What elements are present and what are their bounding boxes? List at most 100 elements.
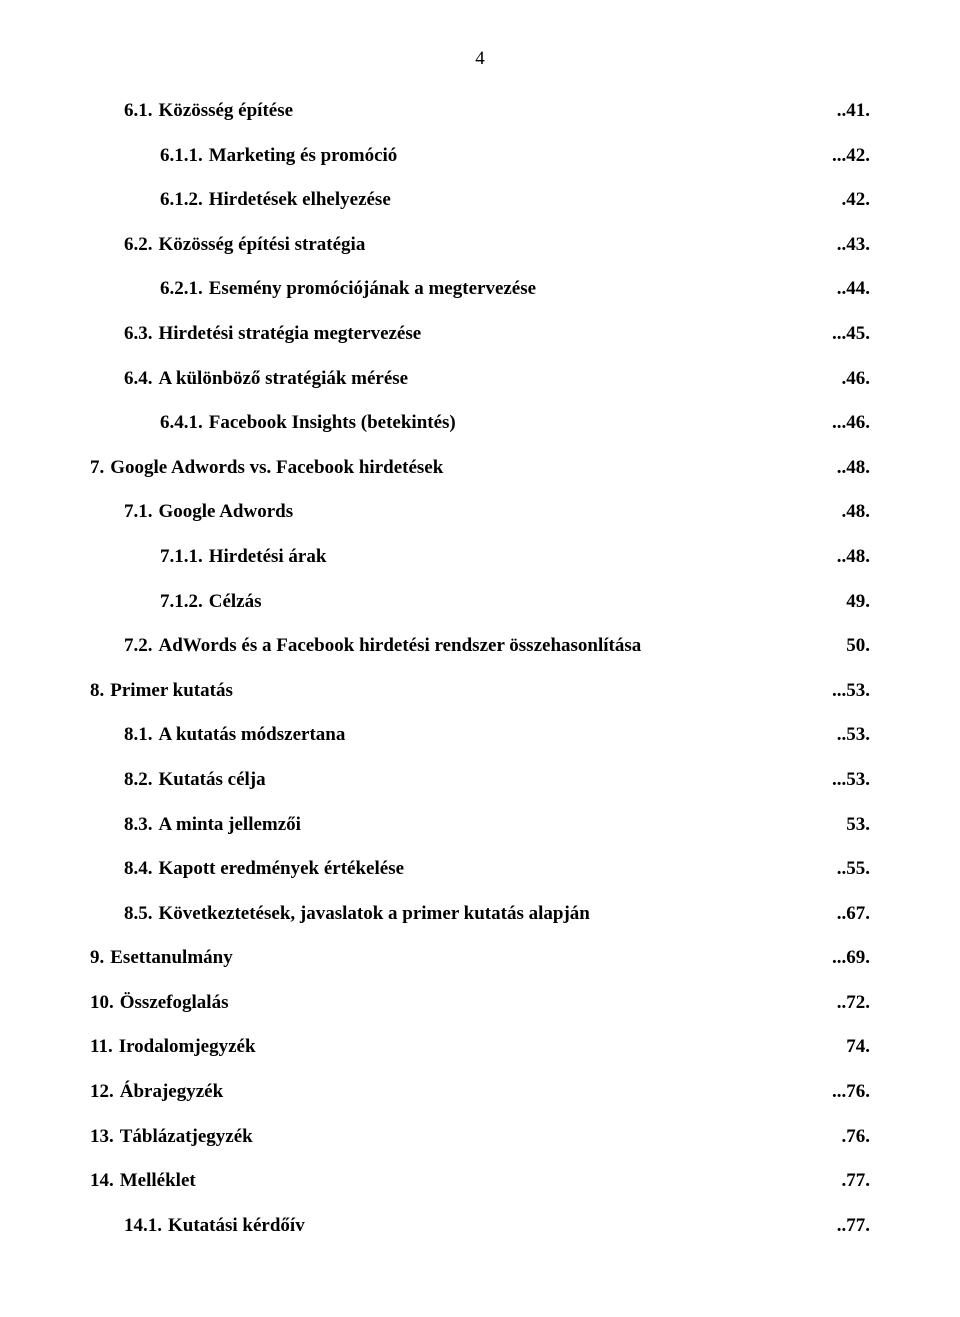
toc-entry-number: 14. (90, 1168, 114, 1195)
toc-entry: 6.4.1. Facebook Insights (betekintés) ..… (90, 410, 870, 437)
toc-entry: 14. Melléklet .77. (90, 1168, 870, 1195)
toc-entry: 7.1.2. Célzás 49. (90, 589, 870, 616)
toc-entry-number: 11. (90, 1034, 113, 1061)
page: 4 6.1. Közösség építése ..41. 6.1.1. Mark… (0, 0, 960, 1317)
toc-entry-title: Esettanulmány (110, 945, 232, 972)
toc-entry-number: 6.1. (124, 98, 153, 125)
toc-entry-title: Google Adwords (159, 499, 294, 526)
toc-entry-title: Melléklet (120, 1168, 196, 1195)
toc-entry: 9. Esettanulmány ...69. (90, 945, 870, 972)
toc-entry-number: 7.1.2. (160, 589, 203, 616)
toc-entry-title: A minta jellemzői (159, 812, 301, 839)
toc-entry-number: 6.2.1. (160, 276, 203, 303)
toc-entry-title: Kutatási kérdőív (168, 1213, 305, 1240)
toc-entry: 8.1. A kutatás módszertana ..53. (90, 722, 870, 749)
toc-entry-number: 13. (90, 1124, 114, 1151)
toc-entry-number: 6.2. (124, 232, 153, 259)
toc-entry: 7.2. AdWords és a Facebook hirdetési ren… (90, 633, 870, 660)
toc-entry-number: 8.3. (124, 812, 153, 839)
toc-entry-page: 50. (846, 633, 870, 660)
toc-entry: 7.1. Google Adwords .48. (90, 499, 870, 526)
toc-entry-title: AdWords és a Facebook hirdetési rendszer… (159, 633, 642, 660)
toc-entry-title: Táblázatjegyzék (120, 1124, 253, 1151)
toc-entry-page: ..55. (837, 856, 870, 883)
toc-entry-title: Kutatás célja (159, 767, 266, 794)
toc-entry: 8.3. A minta jellemzői 53. (90, 812, 870, 839)
toc-entry-page: .42. (842, 187, 871, 214)
toc-entry-page: .46. (842, 366, 871, 393)
toc-entry-number: 8.1. (124, 722, 153, 749)
toc-entry-number: 7.1. (124, 499, 153, 526)
toc-entry: 6.3. Hirdetési stratégia megtervezése ..… (90, 321, 870, 348)
toc-entry: 11. Irodalomjegyzék 74. (90, 1034, 870, 1061)
toc-entry-number: 14.1. (124, 1213, 162, 1240)
toc-entry-number: 7.2. (124, 633, 153, 660)
toc-entry-title: Hirdetési stratégia megtervezése (159, 321, 422, 348)
toc-entry-page: ..77. (837, 1213, 870, 1240)
toc-entry-page: ..53. (837, 722, 870, 749)
toc-entry-title: Közösség építése (159, 98, 294, 125)
toc-entry-number: 8.4. (124, 856, 153, 883)
toc-entry-page: ..41. (837, 98, 870, 125)
toc-entry-page: 74. (846, 1034, 870, 1061)
toc-entry-page: ...53. (832, 767, 870, 794)
toc-entry: 8.2. Kutatás célja ...53. (90, 767, 870, 794)
toc-entry-title: Kapott eredmények értékelése (159, 856, 405, 883)
toc-entry-title: Primer kutatás (110, 678, 233, 705)
table-of-contents: 6.1. Közösség építése ..41. 6.1.1. Market… (90, 98, 870, 1239)
toc-entry-title: A különböző stratégiák mérése (159, 366, 409, 393)
toc-entry: 6.1.1. Marketing és promóció ...42. (90, 143, 870, 170)
toc-entry-page: ..44. (837, 276, 870, 303)
toc-entry: 14.1. Kutatási kérdőív ..77. (90, 1213, 870, 1240)
toc-entry-number: 8.5. (124, 901, 153, 928)
toc-entry: 6.2. Közösség építési stratégia ..43. (90, 232, 870, 259)
toc-entry-page: ...53. (832, 678, 870, 705)
toc-entry-number: 12. (90, 1079, 114, 1106)
toc-entry: 6.4. A különböző stratégiák mérése .46. (90, 366, 870, 393)
toc-entry: 7. Google Adwords vs. Facebook hirdetése… (90, 455, 870, 482)
toc-entry-title: Esemény promóciójának a megtervezése (209, 276, 536, 303)
toc-entry-number: 10. (90, 990, 114, 1017)
toc-entry-page: ..43. (837, 232, 870, 259)
toc-entry-title: Következtetések, javaslatok a primer kut… (159, 901, 590, 928)
toc-entry-title: Hirdetések elhelyezése (209, 187, 391, 214)
toc-entry-page: ..48. (837, 455, 870, 482)
toc-entry-number: 7.1.1. (160, 544, 203, 571)
toc-entry-number: 6.4. (124, 366, 153, 393)
toc-entry-number: 6.4.1. (160, 410, 203, 437)
toc-entry: 6.2.1. Esemény promóciójának a megtervez… (90, 276, 870, 303)
toc-entry-title: Hirdetési árak (209, 544, 327, 571)
toc-entry-page: ...45. (832, 321, 870, 348)
toc-entry-page: ..67. (837, 901, 870, 928)
toc-entry-page: .48. (842, 499, 871, 526)
toc-entry-number: 7. (90, 455, 104, 482)
toc-entry-page: .77. (842, 1168, 871, 1195)
toc-entry-page: ...69. (832, 945, 870, 972)
toc-entry: 8.5. Következtetések, javaslatok a prime… (90, 901, 870, 928)
toc-entry-number: 6.3. (124, 321, 153, 348)
toc-entry-page: ..72. (837, 990, 870, 1017)
toc-entry-number: 9. (90, 945, 104, 972)
toc-entry-page: .76. (842, 1124, 871, 1151)
toc-entry-page: ...46. (832, 410, 870, 437)
toc-entry: 6.1.2. Hirdetések elhelyezése .42. (90, 187, 870, 214)
toc-entry-number: 8. (90, 678, 104, 705)
toc-entry-number: 8.2. (124, 767, 153, 794)
toc-entry: 7.1.1. Hirdetési árak ..48. (90, 544, 870, 571)
toc-entry-title: A kutatás módszertana (159, 722, 346, 749)
toc-entry: 12. Ábrajegyzék ...76. (90, 1079, 870, 1106)
page-number: 4 (90, 48, 870, 70)
toc-entry-title: Facebook Insights (betekintés) (209, 410, 456, 437)
toc-entry-page: ..48. (837, 544, 870, 571)
toc-entry: 8. Primer kutatás ...53. (90, 678, 870, 705)
toc-entry-title: Célzás (209, 589, 262, 616)
toc-entry-page: 49. (846, 589, 870, 616)
toc-entry-title: Google Adwords vs. Facebook hirdetések (110, 455, 443, 482)
toc-entry: 8.4. Kapott eredmények értékelése ..55. (90, 856, 870, 883)
toc-entry: 6.1. Közösség építése ..41. (90, 98, 870, 125)
toc-entry-title: Irodalomjegyzék (119, 1034, 256, 1061)
toc-entry-title: Marketing és promóció (209, 143, 398, 170)
toc-entry-title: Közösség építési stratégia (159, 232, 366, 259)
toc-entry-page: ...76. (832, 1079, 870, 1106)
toc-entry-page: ...42. (832, 143, 870, 170)
